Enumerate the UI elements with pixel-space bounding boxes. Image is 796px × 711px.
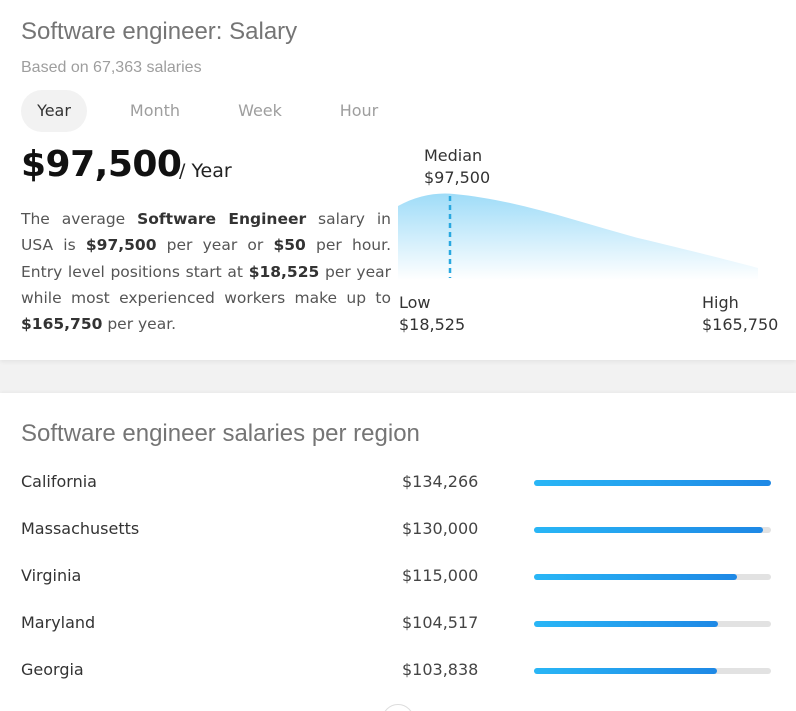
tab-year[interactable]: Year (21, 90, 87, 132)
low-label: Low (399, 293, 431, 312)
desc-job-title: Software Engineer (137, 210, 307, 228)
distribution-area (398, 193, 758, 280)
region-bar-fill (534, 621, 719, 627)
region-bar-fill (534, 480, 771, 486)
distribution-curve (398, 193, 758, 280)
region-salary: $130,000 (402, 519, 479, 538)
region-bar-track (534, 668, 771, 674)
region-row: Massachusetts $130,000 (0, 515, 796, 545)
average-salary: $97,500 (21, 144, 182, 185)
salary-description: The average Software Engineer salary in … (21, 206, 391, 337)
desc-text-5: per year while most experienced workers … (21, 262, 391, 307)
region-bar-fill (534, 527, 764, 533)
region-salary: $115,000 (402, 566, 479, 585)
high-value: $165,750 (702, 315, 779, 334)
region-bar-fill (534, 574, 738, 580)
median-label: Median (424, 146, 483, 165)
region-bar-track (534, 480, 771, 486)
high-label: High (702, 293, 739, 312)
tab-month[interactable]: Month (129, 101, 181, 120)
region-name: Georgia (21, 660, 84, 679)
regions-title: Software engineer salaries per region (21, 420, 420, 447)
salary-count: Based on 67,363 salaries (21, 59, 202, 76)
desc-text-6: per year. (102, 315, 177, 334)
region-row: California $134,266 (0, 468, 796, 498)
region-name: Virginia (21, 566, 82, 585)
desc-hourly-salary: $50 (273, 236, 306, 255)
tab-hour[interactable]: Hour (339, 101, 379, 120)
region-bar-track (534, 574, 771, 580)
region-name: Maryland (21, 613, 96, 632)
desc-text-1: The average (21, 210, 138, 228)
region-bar-track (534, 621, 771, 627)
region-row: Virginia $115,000 (0, 562, 796, 592)
desc-text-4: per hour. Entry level positions start at (21, 236, 392, 281)
region-salary: $104,517 (402, 613, 479, 632)
region-bar-track (534, 527, 771, 533)
region-name: California (21, 472, 97, 491)
region-name: Massachusetts (21, 519, 140, 538)
region-row: Maryland $104,517 (0, 609, 796, 639)
median-value: $97,500 (424, 168, 491, 187)
region-salary: $103,838 (402, 660, 479, 679)
region-row: Georgia $103,838 (0, 656, 796, 686)
tab-week[interactable]: Week (238, 101, 282, 120)
salary-distribution-chart: Median $97,500 Low $18,525 High $165,750 (398, 144, 796, 344)
salary-unit: / Year (179, 160, 232, 182)
desc-text-3: per year or (156, 236, 274, 255)
page-title: Software engineer: Salary (21, 18, 298, 45)
regions-card (0, 393, 796, 711)
desc-entry-salary: $18,525 (248, 262, 320, 281)
desc-top-salary: $165,750 (21, 315, 103, 334)
salary-card: Software engineer: Salary Based on 67,36… (0, 0, 796, 360)
low-value: $18,525 (399, 315, 466, 334)
desc-text-2: salary in USA is (21, 210, 391, 255)
desc-annual-salary: $97,500 (85, 236, 157, 255)
region-bar-fill (534, 668, 718, 674)
region-salary: $134,266 (402, 472, 479, 491)
